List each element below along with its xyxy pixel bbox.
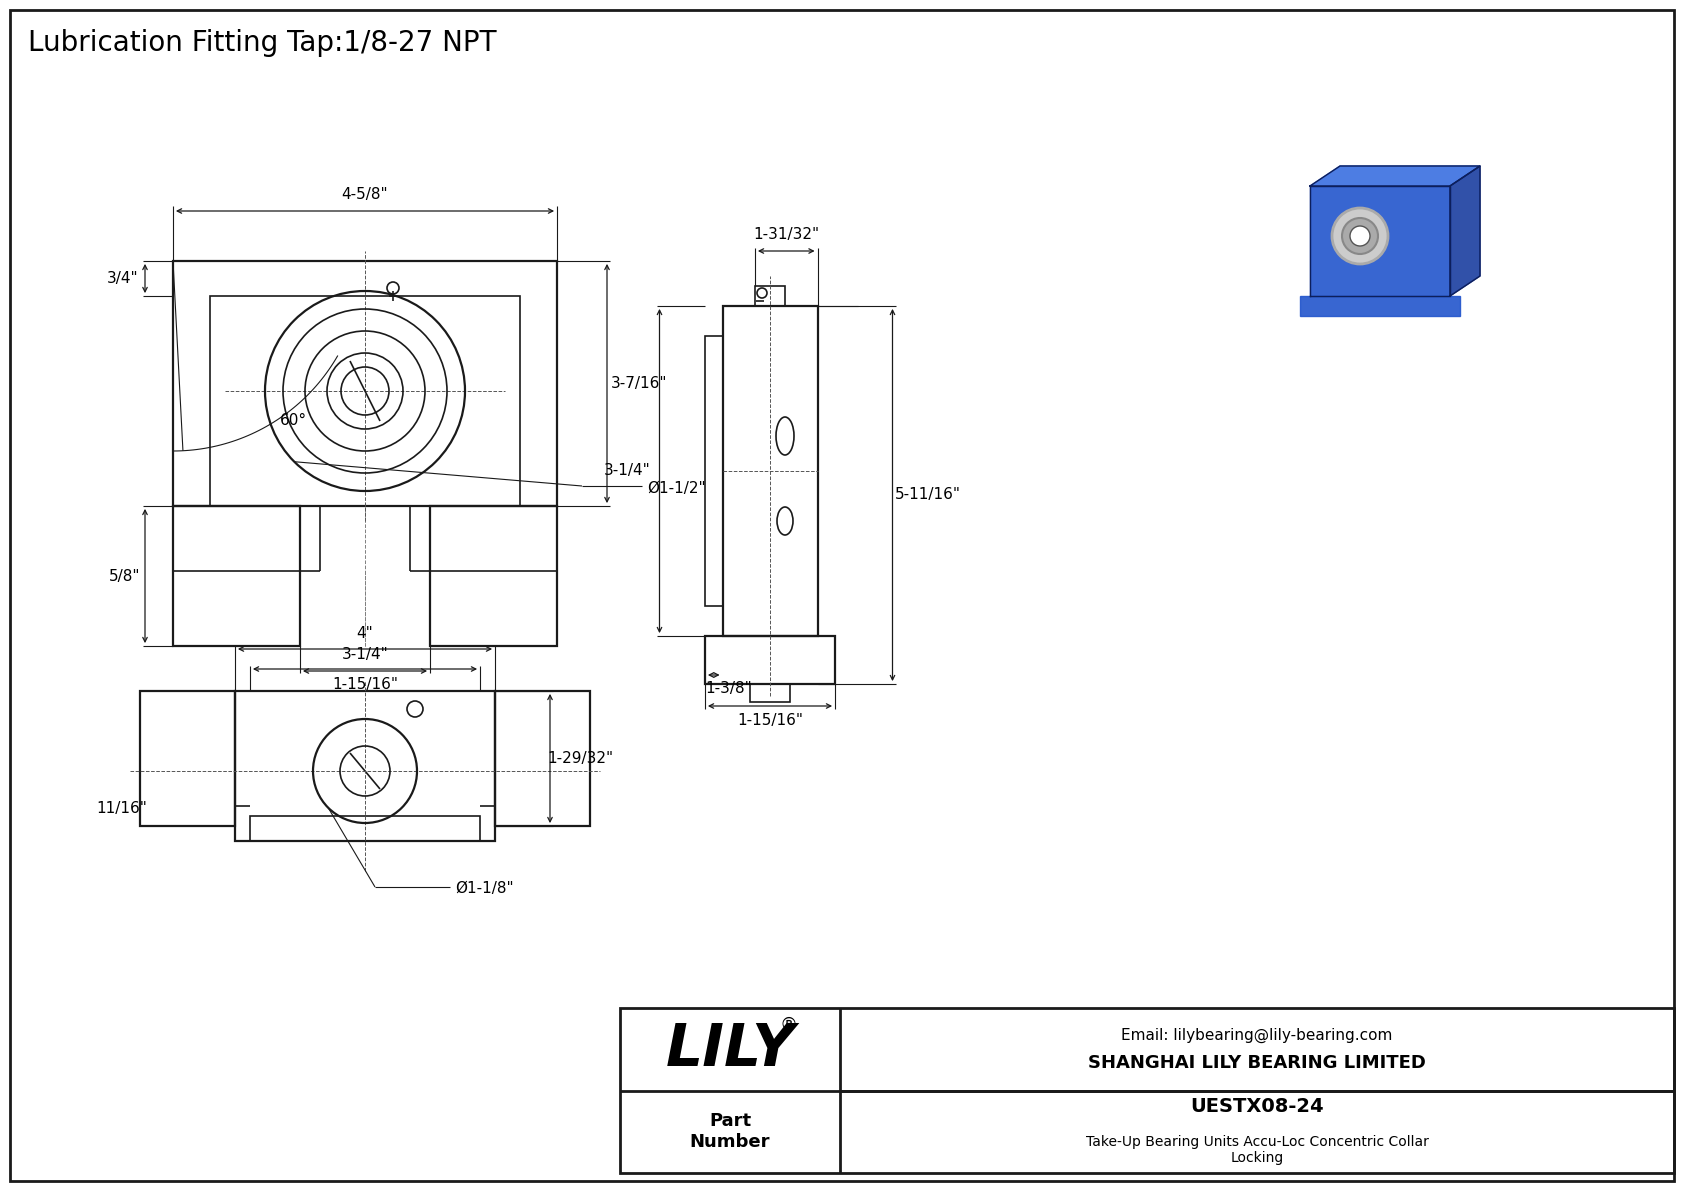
Text: Ø1-1/8": Ø1-1/8" — [456, 881, 514, 897]
Text: 5/8": 5/8" — [109, 568, 141, 584]
Bar — [210, 297, 520, 506]
Text: 1-15/16": 1-15/16" — [332, 678, 397, 692]
Text: Ø1-1/2": Ø1-1/2" — [648, 480, 706, 495]
Text: SHANGHAI LILY BEARING LIMITED: SHANGHAI LILY BEARING LIMITED — [1088, 1054, 1426, 1072]
Text: 11/16": 11/16" — [96, 800, 148, 816]
Circle shape — [1342, 218, 1378, 254]
Bar — [722, 306, 817, 636]
Bar — [749, 684, 790, 701]
Text: Take-Up Bearing Units Accu-Loc Concentric Collar
Locking: Take-Up Bearing Units Accu-Loc Concentri… — [1086, 1135, 1428, 1165]
Bar — [140, 691, 236, 827]
Bar — [236, 691, 495, 841]
Text: 1-3/8": 1-3/8" — [706, 680, 753, 696]
Text: 3-7/16": 3-7/16" — [611, 376, 667, 391]
Bar — [173, 506, 300, 646]
Text: ®: ® — [780, 1015, 797, 1034]
Polygon shape — [1300, 297, 1460, 316]
Text: 4": 4" — [357, 626, 374, 642]
Text: 3-1/4": 3-1/4" — [605, 463, 652, 479]
Text: Email: lilybearing@lily-bearing.com: Email: lilybearing@lily-bearing.com — [1122, 1028, 1393, 1043]
Text: 1-31/32": 1-31/32" — [753, 227, 820, 243]
Bar — [173, 261, 557, 506]
Text: UESTX08-24: UESTX08-24 — [1191, 1097, 1324, 1116]
Text: 1-29/32": 1-29/32" — [547, 752, 613, 766]
Bar — [429, 506, 557, 646]
Text: 4-5/8": 4-5/8" — [342, 187, 389, 202]
Bar — [706, 636, 835, 684]
Circle shape — [1332, 208, 1388, 264]
Bar — [620, 1008, 1674, 1173]
Polygon shape — [1310, 186, 1450, 297]
Text: Part
Number: Part Number — [690, 1112, 770, 1152]
Bar — [495, 691, 589, 827]
Polygon shape — [1450, 166, 1480, 297]
Text: LILY: LILY — [665, 1021, 795, 1078]
Polygon shape — [1310, 166, 1480, 186]
Text: 1-15/16": 1-15/16" — [738, 712, 803, 728]
Text: Lubrication Fitting Tap:1/8-27 NPT: Lubrication Fitting Tap:1/8-27 NPT — [29, 29, 497, 57]
Text: 60°: 60° — [280, 413, 306, 428]
Bar — [249, 816, 480, 841]
Text: 3/4": 3/4" — [108, 272, 138, 286]
Bar — [704, 336, 722, 606]
Text: 5-11/16": 5-11/16" — [894, 487, 960, 503]
Circle shape — [1351, 226, 1371, 247]
Text: 3-1/4": 3-1/4" — [342, 648, 389, 662]
Bar — [754, 286, 785, 306]
